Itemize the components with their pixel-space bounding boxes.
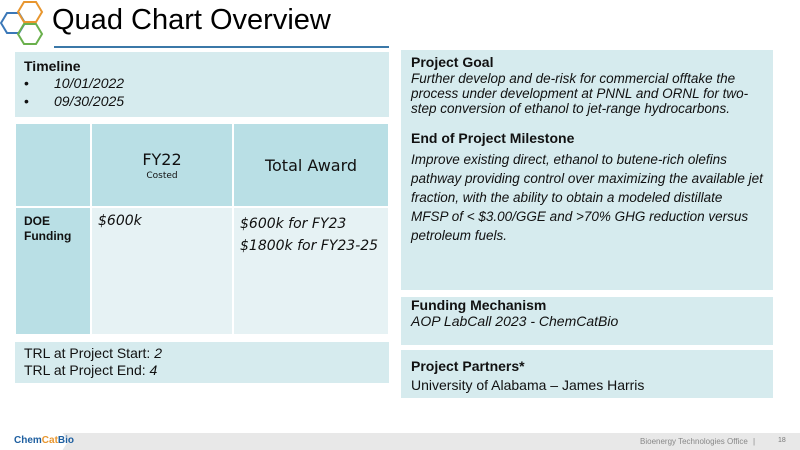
- timeline-end: • 09/30/2025: [24, 93, 125, 109]
- office-name: Bioenergy Technologies Office |: [640, 437, 756, 446]
- trl-box: TRL at Project Start: 2 TRL at Project E…: [15, 342, 389, 383]
- funding-mechanism-box: Funding Mechanism AOP LabCall 2023 - Che…: [401, 297, 773, 345]
- trl-start: TRL at Project Start: 2: [24, 345, 162, 361]
- page-title: Quad Chart Overview: [52, 4, 331, 36]
- timeline-box: Timeline • 10/01/2022 • 09/30/2025: [15, 52, 389, 117]
- table-header-empty: [14, 122, 92, 208]
- goal-milestone-box: Project Goal Further develop and de-risk…: [401, 50, 773, 290]
- funding-mechanism-heading: Funding Mechanism: [411, 297, 547, 313]
- trl-end: TRL at Project End: 4: [24, 362, 158, 378]
- chemcatbio-hex-logo-icon: [0, 0, 44, 45]
- title-divider: [54, 46, 389, 48]
- footer: ChemCatBio Bioenergy Technologies Office…: [0, 433, 800, 450]
- table-header-total-award: Total Award: [232, 122, 390, 208]
- goal-text: Further develop and de-risk for commerci…: [411, 71, 749, 116]
- partners-text: University of Alabama – James Harris: [411, 377, 645, 393]
- milestone-text: Improve existing direct, ethanol to bute…: [411, 152, 763, 243]
- partners-box: Project Partners* University of Alabama …: [401, 350, 773, 398]
- chemcatbio-logo: ChemCatBio: [14, 435, 75, 446]
- row-label-doe-funding: DOE Funding: [14, 206, 92, 336]
- timeline-heading: Timeline: [24, 58, 81, 74]
- page-number: 18: [778, 437, 786, 444]
- timeline-start: • 10/01/2022: [24, 75, 125, 91]
- partners-heading: Project Partners*: [411, 358, 525, 374]
- footer-logo-tab: [0, 433, 68, 450]
- fy22-value: $600k: [90, 206, 234, 336]
- funding-table: FY22 Costed Total Award DOE Funding $600…: [14, 122, 390, 336]
- table-header-fy22: FY22 Costed: [90, 122, 234, 208]
- milestone-heading: End of Project Milestone: [411, 130, 575, 146]
- total-award-value: $600k for FY23 $1800k for FY23-25: [232, 206, 390, 336]
- goal-heading: Project Goal: [411, 54, 494, 70]
- funding-mechanism-text: AOP LabCall 2023 - ChemCatBio: [411, 313, 619, 329]
